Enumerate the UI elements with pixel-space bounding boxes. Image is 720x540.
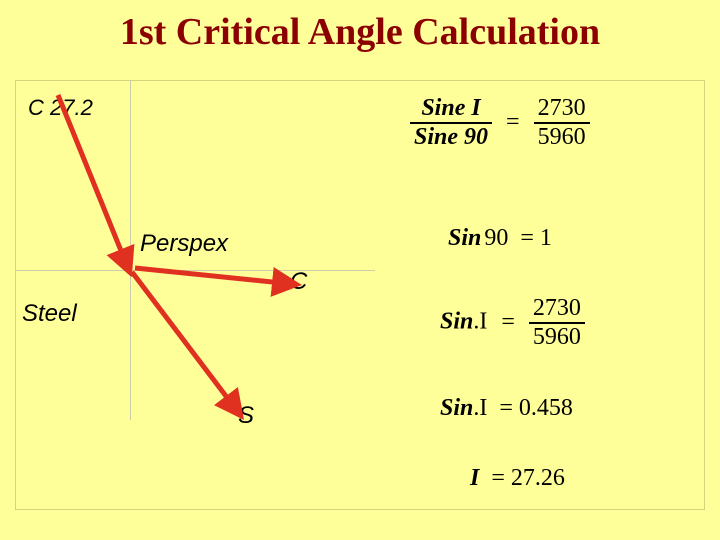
compression-label: C (290, 268, 307, 296)
interface-line (15, 270, 375, 271)
eq1-rhs-den: 5960 (534, 122, 590, 151)
equation-1: Sine I Sine 90 = 2730 5960 (410, 95, 590, 151)
equation-5: I =27.26 (470, 465, 565, 492)
slide-title: 1st Critical Angle Calculation (0, 10, 720, 54)
eq1-rhs-num: 2730 (534, 95, 590, 122)
equation-4: Sin.I =0.458 (440, 395, 573, 422)
normal-line (130, 80, 131, 420)
eq3-rhs-num: 2730 (529, 295, 585, 322)
eq1-sine-bot: Sine 90 (414, 124, 488, 150)
equation-2: Sin90 =1 (448, 225, 552, 252)
eq1-sine-top: Sine I (421, 95, 480, 121)
equation-3: Sin.I = 2730 5960 (440, 295, 585, 351)
diagram-box (15, 80, 705, 510)
eq3-rhs-den: 5960 (529, 322, 585, 351)
shear-label: S (238, 402, 254, 430)
slide: 1st Critical Angle Calculation C 27.2 Pe… (0, 0, 720, 540)
steel-label: Steel (22, 300, 77, 328)
angle-label: C 27.2 (28, 95, 93, 121)
perspex-label: Perspex (140, 230, 228, 258)
